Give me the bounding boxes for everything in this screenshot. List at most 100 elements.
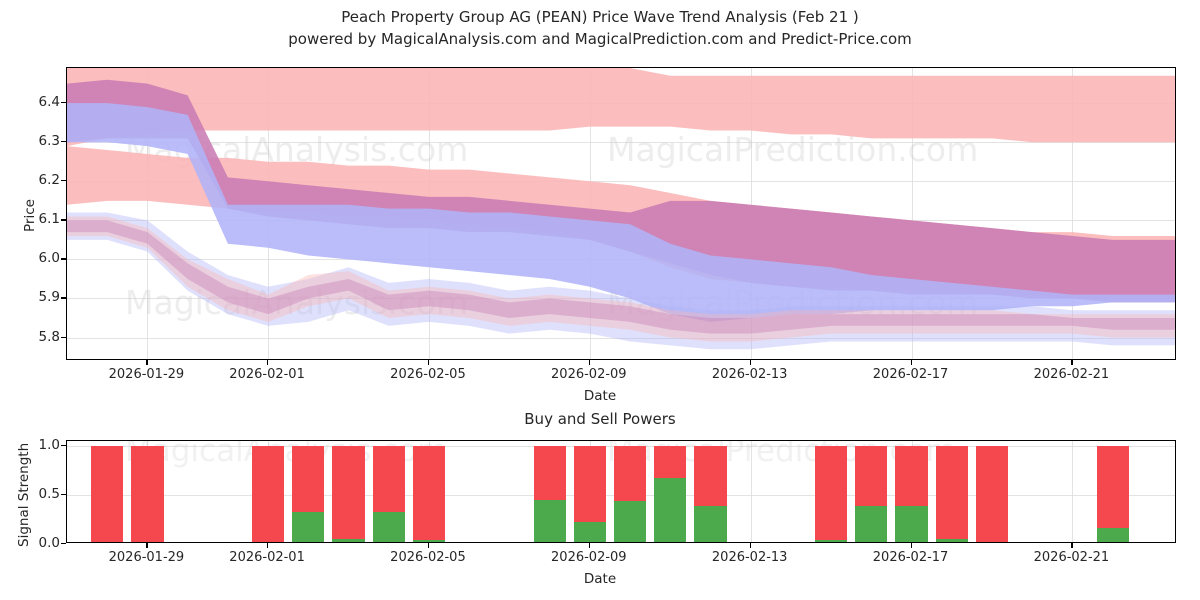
sell-power-bar — [412, 445, 446, 541]
price-xtick-label: 2026-02-21 — [1033, 367, 1110, 382]
sell-power-bar — [935, 445, 968, 540]
buy-power-bar — [412, 540, 446, 542]
buy-power-bar — [855, 505, 888, 542]
powers-xtick-label: 2026-02-17 — [872, 550, 949, 565]
powers-xtick-label: 2026-02-13 — [711, 550, 788, 565]
powers-xtick-mark — [427, 543, 430, 548]
price-xtick-mark — [749, 360, 751, 365]
powers-xtick-mark — [749, 543, 751, 548]
price-ytick-mark — [61, 297, 66, 299]
buy-power-bar — [533, 499, 566, 542]
buy-power-bar — [332, 539, 365, 542]
sell-power-bar — [895, 445, 928, 506]
price-ytick-mark — [61, 336, 66, 338]
buy-power-bar — [694, 505, 727, 542]
price-gridline-h — [67, 181, 1175, 183]
buy-sell-chart: MagicalAnalysis.com MagicalPrediction.com — [66, 440, 1176, 543]
price-gridline-h — [67, 337, 1175, 339]
sell-power-bar — [91, 445, 124, 542]
price-xtick-mark — [146, 360, 148, 365]
sell-power-bar — [1096, 445, 1129, 529]
powers-xtick-label: 2026-01-29 — [108, 550, 185, 565]
sell-power-bar — [855, 445, 888, 506]
powers-gridline-v — [750, 441, 752, 542]
sell-power-bar — [292, 445, 325, 512]
price-xtick-mark — [910, 360, 912, 365]
price-band-lower-wave-red — [67, 216, 1175, 342]
powers-xtick-label: 2026-02-05 — [390, 550, 466, 565]
chart-subtitle: powered by MagicalAnalysis.com and Magic… — [288, 30, 912, 48]
price-band-lower-wave-blue — [67, 212, 1175, 350]
price-ytick-label: 6.2 — [38, 172, 60, 189]
price-xtick-label: 2026-02-01 — [229, 367, 305, 382]
buy-sell-chart-xlabel: Date — [583, 571, 617, 587]
powers-ytick-mark — [61, 543, 66, 545]
price-ytick-label: 6.4 — [38, 94, 60, 111]
price-band-dark-purple-band — [67, 79, 1175, 303]
price-band-lower-wave-purple — [67, 220, 1175, 334]
powers-xtick-label: 2026-02-21 — [1033, 550, 1110, 565]
price-xtick-mark — [267, 360, 269, 365]
price-ytick-label: 6.1 — [38, 211, 60, 228]
price-wave-chart: MagicalAnalysis.com MagicalPrediction.com… — [66, 67, 1176, 360]
buy-power-bar — [573, 522, 606, 542]
price-ytick-label: 6.0 — [38, 250, 60, 267]
buy-power-bar — [613, 500, 647, 542]
chart-title: Peach Property Group AG (PEAN) Price Wav… — [341, 8, 859, 26]
powers-ytick-label: 1.0 — [38, 436, 60, 453]
buy-sell-title: Buy and Sell Powers — [524, 410, 676, 428]
price-xtick-mark — [1071, 360, 1073, 365]
buy-power-bar — [935, 539, 968, 542]
buy-power-bar — [292, 511, 325, 542]
price-xtick-label: 2026-02-09 — [551, 367, 627, 382]
price-ytick-label: 6.3 — [38, 133, 60, 150]
sell-power-bar — [131, 445, 164, 542]
powers-ytick-mark — [61, 444, 66, 447]
sell-power-bar — [694, 445, 727, 506]
price-xtick-label: 2026-02-17 — [872, 367, 949, 382]
price-ytick-label: 5.9 — [38, 289, 60, 306]
price-gridline-v — [911, 68, 913, 359]
price-gridline-v — [1072, 68, 1074, 359]
price-xtick-label: 2026-01-29 — [108, 367, 185, 382]
powers-ytick-mark — [61, 493, 66, 496]
sell-power-bar — [613, 445, 647, 501]
powers-xtick-label: 2026-02-01 — [229, 550, 305, 565]
price-xtick-label: 2026-02-05 — [390, 367, 466, 382]
sell-power-bar — [252, 445, 285, 542]
price-band-outer-red-band-upper — [67, 68, 1175, 147]
sell-power-bar — [573, 445, 606, 523]
price-gridline-h — [67, 142, 1175, 144]
buy-power-bar — [372, 511, 405, 542]
price-xtick-label: 2026-02-13 — [711, 367, 788, 382]
sell-power-bar — [332, 445, 365, 540]
price-axis-label: Price — [22, 198, 38, 232]
buy-power-bar — [815, 540, 848, 542]
powers-xtick-mark — [146, 543, 148, 548]
price-ytick-mark — [61, 102, 66, 104]
sell-power-bar — [372, 445, 405, 512]
powers-xtick-mark — [1071, 543, 1073, 548]
powers-gridline-v — [1072, 441, 1074, 542]
powers-ytick-label: 0.0 — [38, 535, 60, 551]
price-ytick-label: 5.8 — [38, 328, 60, 345]
powers-xtick-label: 2026-02-09 — [551, 550, 627, 565]
buy-power-bar — [895, 505, 928, 542]
price-ytick-mark — [61, 141, 66, 143]
sell-power-bar — [533, 445, 566, 500]
sell-power-bar — [975, 445, 1009, 542]
price-xtick-mark — [427, 360, 430, 365]
price-ytick-mark — [61, 180, 66, 182]
powers-xtick-mark — [588, 543, 590, 548]
sell-power-bar — [815, 445, 848, 541]
powers-xtick-mark — [910, 543, 912, 548]
powers-ytick-label: 0.5 — [38, 485, 60, 502]
powers-xtick-mark — [267, 543, 269, 548]
sell-power-bar — [654, 445, 687, 479]
price-chart-xlabel: Date — [583, 388, 617, 404]
price-gridline-h — [67, 298, 1175, 300]
price-gridline-v — [147, 68, 149, 359]
price-band-layer — [67, 68, 1175, 350]
price-xtick-mark — [588, 360, 590, 365]
